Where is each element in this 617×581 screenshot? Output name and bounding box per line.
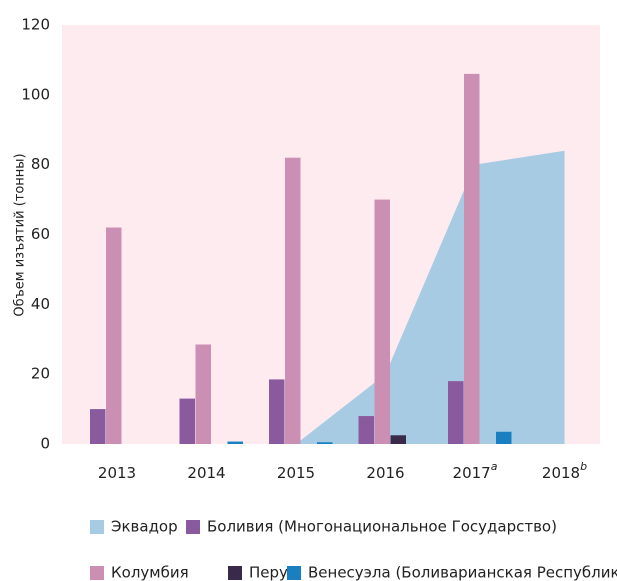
y-tick-label: 120 <box>21 16 50 34</box>
bar <box>496 431 512 444</box>
legend-swatch <box>186 520 200 534</box>
area <box>296 150 565 444</box>
bar <box>195 344 211 444</box>
legend-label: Колумбия <box>111 564 189 581</box>
y-tick-label: 100 <box>21 85 50 103</box>
y-tick-label: 60 <box>31 225 50 243</box>
x-tick-text: 2013 <box>98 464 136 482</box>
legend-label: Боливия (Многонациональное Государство) <box>207 518 557 536</box>
bar <box>179 398 195 444</box>
y-tick-label: 40 <box>31 295 50 313</box>
bar <box>106 227 122 444</box>
bar <box>390 435 406 444</box>
x-tick-text: 2018 <box>542 464 580 482</box>
legend-swatch <box>90 566 104 580</box>
legend-label: Венесуэла (Боливарианская Республика) <box>308 564 617 581</box>
bar <box>285 157 301 444</box>
legend-swatch <box>287 566 301 580</box>
x-tick-label: 2014 <box>187 464 225 482</box>
legend-label: Эквадор <box>111 518 178 536</box>
x-tick-note: a <box>491 460 498 473</box>
y-tick-label: 80 <box>31 155 50 173</box>
bar <box>317 442 333 444</box>
x-tick-label: 2015 <box>277 464 315 482</box>
bar <box>90 409 106 444</box>
x-tick-label: 2013 <box>98 464 136 482</box>
y-axis-label: Объем изъятий (тонны) <box>13 153 28 316</box>
legend-swatch <box>228 566 242 580</box>
x-tick-note: b <box>580 460 587 473</box>
legend-label: Перу <box>249 564 288 581</box>
y-tick-label: 20 <box>31 365 50 383</box>
x-tick-label: 2017a <box>453 460 498 482</box>
x-tick-text: 2016 <box>366 464 404 482</box>
x-tick-label: 2018b <box>542 460 587 482</box>
x-tick-text: 2015 <box>277 464 315 482</box>
bar <box>464 73 480 444</box>
bar <box>358 416 374 444</box>
bar <box>374 199 390 444</box>
x-tick-text: 2014 <box>187 464 225 482</box>
bar <box>269 379 285 444</box>
y-tick-label: 0 <box>40 435 50 453</box>
bar <box>227 441 243 444</box>
x-tick-label: 2016 <box>366 464 404 482</box>
legend-swatch <box>90 520 104 534</box>
bar <box>448 381 464 444</box>
x-tick-text: 2017 <box>453 464 491 482</box>
